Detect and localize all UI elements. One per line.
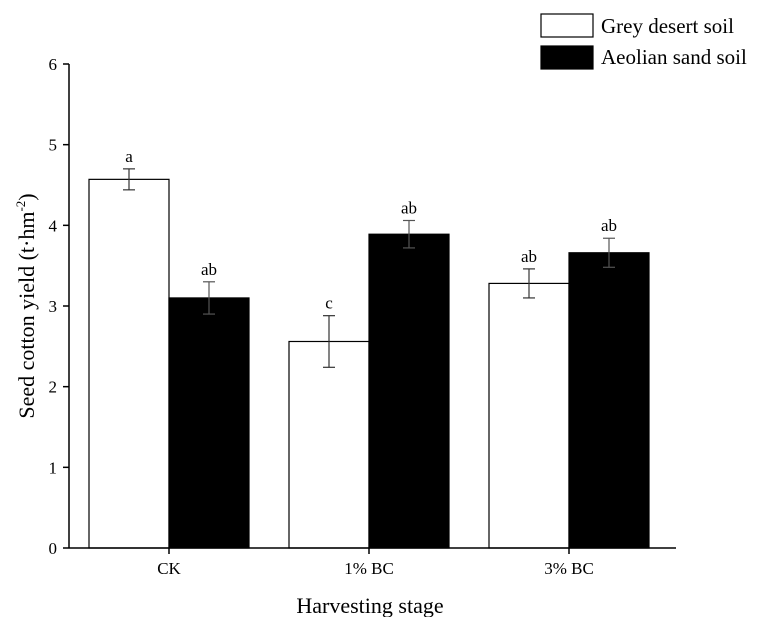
- bar-grey-desert-soil: [288, 340, 370, 549]
- x-tick-label: CK: [157, 559, 181, 578]
- y-ticks: 0 1 2 3 4 5 6: [49, 55, 69, 558]
- significance-label: a: [125, 147, 133, 166]
- legend-swatch-aeolian-sand-soil: [540, 45, 594, 70]
- significance-label: ab: [601, 216, 617, 235]
- y-axis-title-main: Seed cotton yield (t·hm: [14, 212, 39, 419]
- significance-label: c: [325, 294, 333, 313]
- bar-aeolian-sand-soil: [568, 252, 650, 549]
- y-tick-label: 3: [49, 297, 58, 316]
- bar-aeolian-sand-soil: [168, 297, 250, 549]
- y-tick-label: 1: [49, 458, 58, 477]
- bar-grey-desert-soil: [88, 178, 170, 549]
- significance-label: ab: [201, 260, 217, 279]
- x-tick-label: 3% BC: [544, 559, 594, 578]
- x-ticks: CK 1% BC 3% BC: [157, 548, 594, 578]
- x-axis-title: Harvesting stage: [296, 593, 443, 617]
- significance-label: ab: [401, 198, 417, 217]
- data-labels: a ab c ab ab ab: [125, 147, 617, 313]
- bars-layer: [88, 168, 650, 549]
- y-tick-label: 6: [49, 55, 58, 74]
- y-tick-label: 0: [49, 539, 58, 558]
- y-tick-label: 4: [49, 216, 58, 235]
- bar-grey-desert-soil: [488, 282, 570, 549]
- y-tick-label: 5: [49, 136, 58, 155]
- legend-swatch-grey-desert-soil: [540, 13, 594, 38]
- significance-label: ab: [521, 247, 537, 266]
- x-tick-label: 1% BC: [344, 559, 394, 578]
- y-axis-title-superscript: -2: [13, 201, 28, 212]
- legend-label-aeolian-sand-soil: Aeolian sand soil: [601, 45, 747, 69]
- y-axis-title-tail: ): [14, 193, 39, 200]
- bar-aeolian-sand-soil: [368, 233, 450, 549]
- legend-label-grey-desert-soil: Grey desert soil: [601, 14, 734, 38]
- legend: Grey desert soil Aeolian sand soil: [540, 13, 747, 70]
- y-tick-label: 2: [49, 378, 58, 397]
- y-axis-title: Seed cotton yield (t·hm-2): [13, 193, 39, 418]
